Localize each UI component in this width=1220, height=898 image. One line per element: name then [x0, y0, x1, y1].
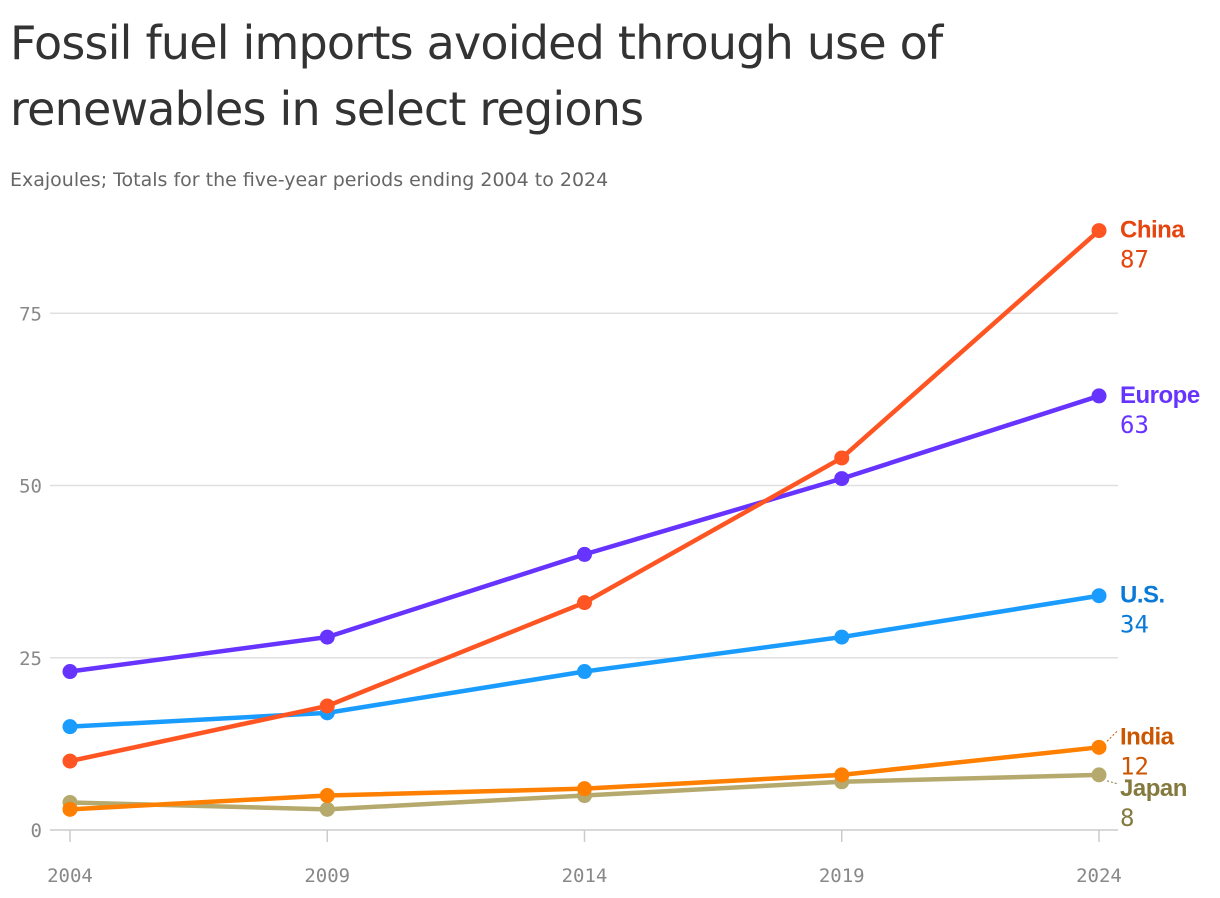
point-europe-2004 — [62, 664, 78, 680]
x-tick-label-2019: 2019 — [819, 865, 865, 887]
point-india-2024 — [1091, 739, 1107, 755]
label-leader-japan — [1106, 780, 1119, 785]
gridlines — [50, 312, 1118, 659]
point-china-2009 — [319, 698, 335, 714]
x-tick-label-2004: 2004 — [47, 865, 93, 887]
point-u-s-2014 — [577, 664, 592, 680]
chart-subtitle: Exajoules; Totals for the five-year peri… — [10, 169, 609, 191]
series-value-u-s: 34 — [1120, 611, 1149, 639]
series-value-japan: 8 — [1120, 804, 1134, 832]
y-tick-label-50: 50 — [19, 476, 42, 498]
series-label-europe: Europe — [1120, 382, 1200, 409]
point-europe-2024 — [1091, 388, 1107, 404]
x-axis: 2004 2009 2014 2019 2024 — [47, 829, 1122, 887]
x-tick-label-2009: 2009 — [304, 865, 350, 887]
series-line-europe — [67, 393, 1102, 674]
y-tick-label-75: 75 — [19, 303, 42, 325]
point-china-2004 — [62, 753, 78, 769]
point-india-2009 — [319, 788, 335, 804]
point-europe-2009 — [319, 629, 335, 645]
series-value-india: 12 — [1120, 752, 1149, 780]
series-value-china: 87 — [1120, 246, 1149, 274]
point-india-2004 — [62, 801, 78, 817]
point-u-s-2004 — [62, 719, 78, 735]
x-tick-label-2014: 2014 — [562, 865, 608, 887]
point-india-2019 — [834, 767, 850, 783]
point-china-2014 — [577, 595, 592, 611]
series-label-india: India — [1120, 723, 1175, 750]
point-u-s-2024 — [1091, 588, 1107, 604]
point-china-2019 — [834, 450, 850, 466]
series-points — [62, 223, 1107, 817]
series-value-europe: 63 — [1120, 411, 1149, 439]
x-tick-label-2024: 2024 — [1076, 865, 1122, 887]
series-label-china: China — [1120, 217, 1185, 244]
series-line-u-s — [67, 593, 1102, 729]
point-u-s-2019 — [834, 629, 850, 645]
point-europe-2019 — [834, 471, 850, 487]
point-japan-2009 — [319, 801, 335, 817]
y-tick-label-25: 25 — [19, 648, 42, 670]
point-china-2024 — [1091, 223, 1107, 239]
series-label-japan: Japan — [1120, 775, 1187, 802]
point-japan-2024 — [1091, 767, 1107, 783]
y-axis-ticks: 0 25 50 75 — [19, 303, 42, 842]
point-india-2014 — [577, 781, 592, 797]
series-line-china — [67, 228, 1102, 764]
y-tick-label-0: 0 — [31, 820, 42, 842]
label-leader-india — [1106, 729, 1119, 742]
point-europe-2014 — [577, 546, 592, 562]
series-lines — [67, 228, 1102, 812]
chart-title: Fossil fuel imports avoided through use … — [10, 16, 943, 136]
series-label-u-s: U.S. — [1120, 582, 1165, 609]
